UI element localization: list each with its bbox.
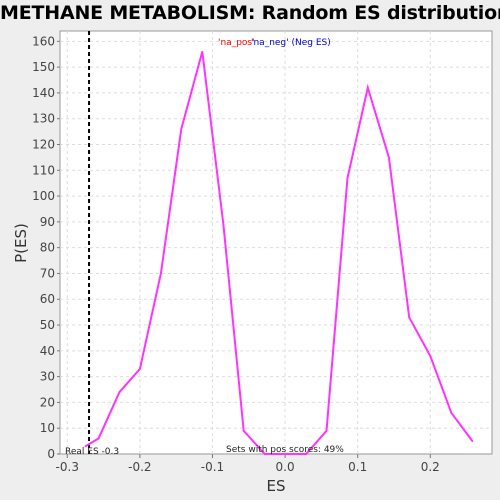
- y-axis: 0 10 20 30 40 50 60 70 80 90 100 110 120 130 140 150 160: [32, 34, 60, 461]
- data-point: [429, 355, 432, 357]
- grid-layer: [60, 31, 492, 454]
- data-point: [84, 445, 87, 448]
- data-point: [180, 128, 183, 130]
- y-tick-label: 100: [32, 189, 55, 203]
- data-point: [325, 429, 328, 432]
- y-tick-label: 80: [40, 241, 55, 255]
- chart-title: METHANE METABOLISM: Random ES distributi…: [0, 2, 500, 24]
- y-tick-label: 60: [40, 292, 55, 306]
- y-tick-label: 20: [40, 395, 55, 409]
- y-axis-title: P(ES): [12, 223, 30, 263]
- y-tick-label: 160: [32, 34, 55, 48]
- data-point: [284, 453, 286, 455]
- x-tick-label: -0.3: [56, 460, 79, 474]
- legend-neg-label: 'na_neg' (Neg ES): [251, 38, 331, 48]
- x-tick-label: 0.1: [348, 460, 367, 474]
- data-point: [97, 437, 100, 440]
- data-point: [346, 177, 349, 179]
- y-tick-label: 120: [32, 137, 55, 151]
- y-tick-label: 70: [40, 266, 55, 280]
- x-axis-title: ES: [267, 477, 286, 495]
- y-tick-label: 150: [32, 60, 55, 74]
- y-tick-label: 110: [32, 163, 55, 177]
- real-es-label: Real ES -0.3: [65, 447, 119, 457]
- y-tick-label: 40: [40, 344, 55, 358]
- data-point: [139, 368, 141, 370]
- x-axis: -0.3 -0.2 -0.1 0.0 0.1 0.2: [56, 454, 440, 474]
- data-point: [222, 223, 225, 226]
- data-point: [388, 156, 390, 159]
- data-point: [242, 429, 245, 432]
- x-tick-label: 0.2: [421, 460, 440, 474]
- y-tick-label: 10: [40, 421, 55, 435]
- series-line: [84, 51, 474, 455]
- legend-pos-label: 'na_pos': [218, 38, 255, 48]
- x-tick-label: -0.1: [201, 460, 224, 474]
- x-tick-label: -0.2: [128, 460, 151, 474]
- data-point: [367, 86, 369, 89]
- data-point: [201, 50, 204, 53]
- data-point: [118, 391, 121, 393]
- y-tick-label: 130: [32, 112, 55, 126]
- y-tick-label: 140: [32, 86, 55, 100]
- data-point: [450, 411, 453, 414]
- plot-background: [59, 30, 493, 455]
- y-tick-label: 90: [40, 215, 55, 229]
- y-tick-label: 30: [40, 370, 55, 384]
- data-point: [408, 316, 411, 319]
- series-points: [84, 50, 474, 455]
- data-point: [263, 453, 266, 455]
- data-point: [471, 440, 474, 442]
- y-tick-label: 0: [47, 447, 55, 461]
- x-tick-label: 0.0: [276, 460, 295, 474]
- pos-scores-label: Sets with pos scores: 49%: [226, 445, 344, 455]
- data-point: [305, 453, 307, 455]
- data-point: [160, 272, 162, 275]
- y-tick-label: 50: [40, 318, 55, 332]
